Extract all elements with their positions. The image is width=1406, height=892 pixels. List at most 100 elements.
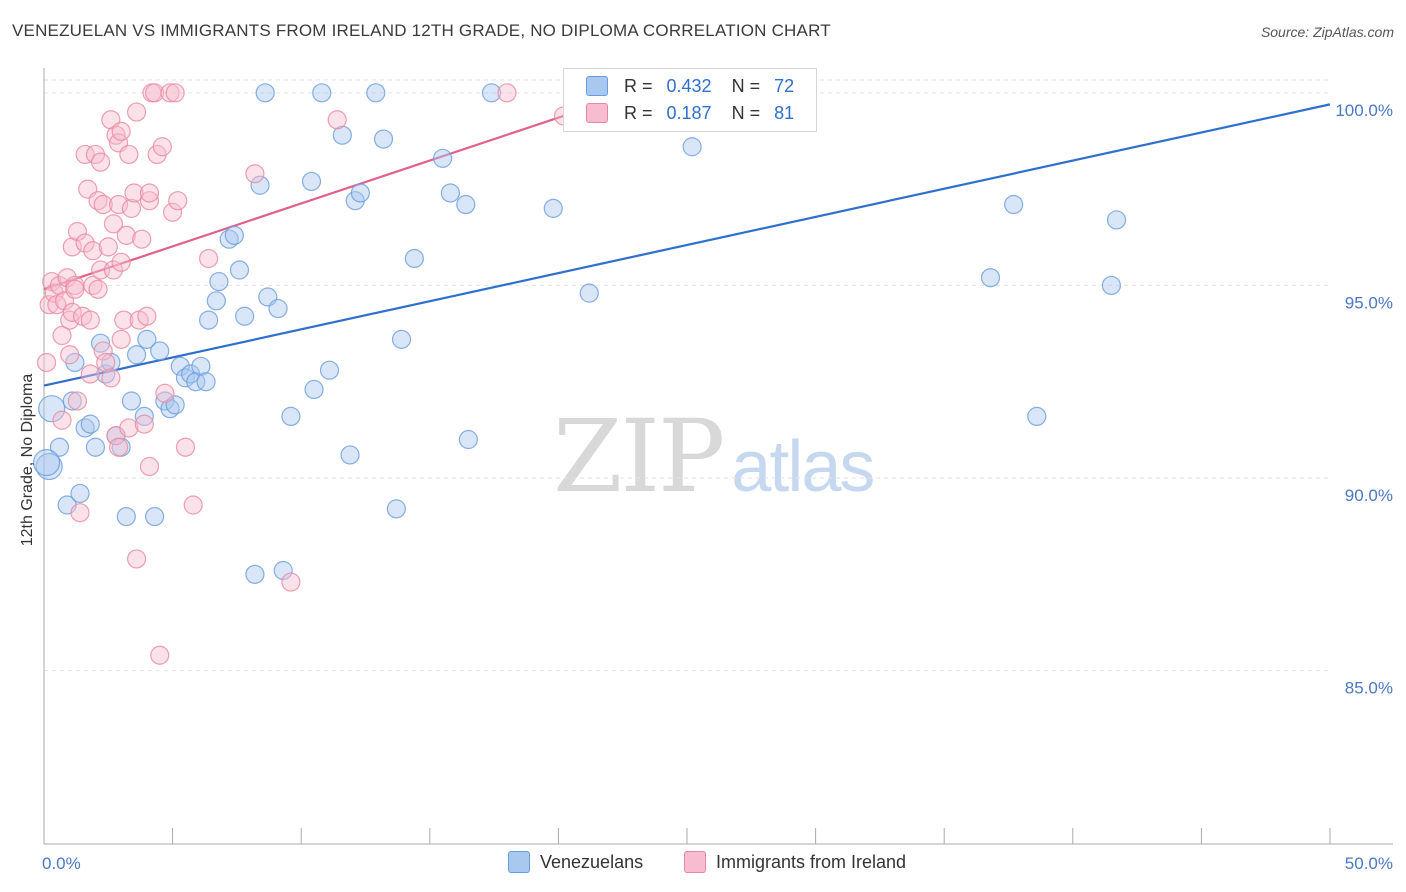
point-venezuelans bbox=[85, 437, 106, 457]
point-ireland bbox=[119, 418, 139, 438]
point-venezuelans bbox=[250, 175, 270, 195]
legend-row-venezuelans: R = 0.432 N = 72 bbox=[586, 74, 794, 98]
point-ireland bbox=[116, 225, 136, 245]
point-ireland bbox=[126, 549, 147, 569]
point-venezuelans bbox=[268, 298, 288, 319]
trend-lines bbox=[43, 103, 1331, 387]
point-ireland bbox=[150, 645, 170, 665]
point-ireland bbox=[88, 191, 108, 211]
point-ireland bbox=[139, 456, 160, 477]
point-ireland bbox=[163, 202, 183, 222]
point-venezuelans bbox=[160, 399, 180, 419]
point-venezuelans bbox=[386, 499, 406, 519]
point-ireland bbox=[134, 414, 154, 434]
point-venezuelans bbox=[206, 291, 226, 311]
point-ireland bbox=[152, 137, 172, 157]
source-label: Source: ZipAtlas.com bbox=[1260, 24, 1394, 40]
legend-n-value: 72 bbox=[774, 75, 795, 96]
data-points bbox=[32, 83, 1127, 665]
point-ireland bbox=[93, 341, 113, 361]
legend-swatch-venezuelans bbox=[586, 76, 608, 96]
point-ireland bbox=[103, 214, 124, 234]
legend-n-label: N = bbox=[731, 75, 761, 96]
gridlines bbox=[44, 79, 1330, 672]
point-venezuelans bbox=[224, 225, 244, 245]
point-ireland bbox=[80, 364, 100, 384]
point-ireland bbox=[52, 325, 72, 346]
point-venezuelans bbox=[440, 183, 460, 203]
point-venezuelans bbox=[281, 406, 301, 427]
point-ireland bbox=[103, 260, 124, 280]
legend-row-ireland: R = 0.187 N = 81 bbox=[586, 101, 794, 125]
point-venezuelans bbox=[235, 306, 255, 326]
trend-line-ireland bbox=[43, 114, 564, 291]
point-venezuelans bbox=[433, 148, 453, 168]
point-venezuelans bbox=[175, 368, 196, 388]
point-venezuelans bbox=[456, 194, 476, 215]
point-venezuelans bbox=[255, 83, 275, 103]
y-tick-label: 100.0% bbox=[1335, 101, 1393, 120]
point-venezuelans bbox=[229, 260, 250, 280]
point-venezuelans bbox=[682, 137, 702, 157]
point-ireland bbox=[60, 345, 80, 365]
point-ireland bbox=[106, 125, 126, 145]
point-venezuelans bbox=[116, 506, 136, 527]
point-ireland bbox=[155, 383, 175, 403]
watermark-atlas: atlas bbox=[731, 427, 875, 507]
point-venezuelans bbox=[49, 437, 70, 457]
point-venezuelans bbox=[373, 129, 394, 149]
tick-labels: 100.0% 95.0% 90.0% 85.0% 0.0% 50.0% bbox=[42, 101, 1393, 873]
point-ireland bbox=[111, 252, 131, 272]
point-ireland bbox=[39, 295, 59, 315]
point-ireland bbox=[139, 183, 160, 203]
point-venezuelans bbox=[301, 171, 322, 192]
point-venezuelans bbox=[121, 391, 142, 411]
legend-item-venezuelans[interactable]: Venezuelans bbox=[508, 851, 643, 873]
point-venezuelans bbox=[209, 271, 229, 292]
point-ireland bbox=[65, 279, 85, 299]
point-ireland bbox=[101, 368, 121, 388]
point-venezuelans bbox=[332, 125, 352, 145]
point-venezuelans bbox=[391, 329, 412, 349]
watermark: ZIP atlas bbox=[553, 398, 875, 515]
stats-legend: R = 0.432 N = 72 R = 0.187 N = 81 bbox=[563, 68, 817, 132]
point-ireland bbox=[281, 572, 301, 592]
point-venezuelans bbox=[150, 341, 170, 361]
point-venezuelans bbox=[980, 268, 1001, 288]
point-venezuelans bbox=[196, 372, 216, 392]
legend-r-label: R = bbox=[624, 75, 653, 96]
point-ireland bbox=[139, 191, 160, 211]
point-venezuelans bbox=[170, 356, 190, 376]
point-ireland bbox=[497, 83, 517, 103]
point-ireland bbox=[119, 144, 139, 165]
point-ireland bbox=[137, 306, 157, 326]
x-tick-label-max: 50.0% bbox=[1345, 854, 1393, 873]
point-ireland bbox=[111, 121, 131, 141]
point-ireland bbox=[327, 110, 347, 130]
point-ireland bbox=[93, 194, 113, 215]
point-ireland bbox=[57, 268, 77, 288]
point-venezuelans bbox=[1027, 406, 1047, 427]
point-venezuelans bbox=[70, 483, 90, 504]
point-venezuelans bbox=[312, 83, 332, 103]
point-venezuelans bbox=[38, 395, 66, 423]
point-venezuelans bbox=[96, 364, 116, 384]
point-venezuelans bbox=[366, 83, 386, 103]
point-venezuelans bbox=[199, 310, 219, 330]
legend-item-ireland[interactable]: Immigrants from Ireland bbox=[684, 851, 906, 873]
point-venezuelans bbox=[1106, 210, 1127, 230]
point-ireland bbox=[108, 437, 129, 457]
legend-label-venezuelans: Venezuelans bbox=[540, 851, 644, 872]
axes bbox=[43, 68, 1393, 845]
point-ireland bbox=[165, 83, 185, 103]
point-venezuelans bbox=[579, 283, 599, 303]
point-ireland bbox=[49, 275, 70, 296]
point-ireland bbox=[75, 144, 95, 165]
watermark-zip: ZIP bbox=[553, 398, 725, 515]
point-ireland bbox=[75, 233, 95, 253]
point-venezuelans bbox=[126, 345, 147, 365]
point-venezuelans bbox=[245, 564, 265, 584]
legend-label-ireland: Immigrants from Ireland bbox=[716, 851, 907, 872]
point-ireland bbox=[67, 391, 88, 411]
